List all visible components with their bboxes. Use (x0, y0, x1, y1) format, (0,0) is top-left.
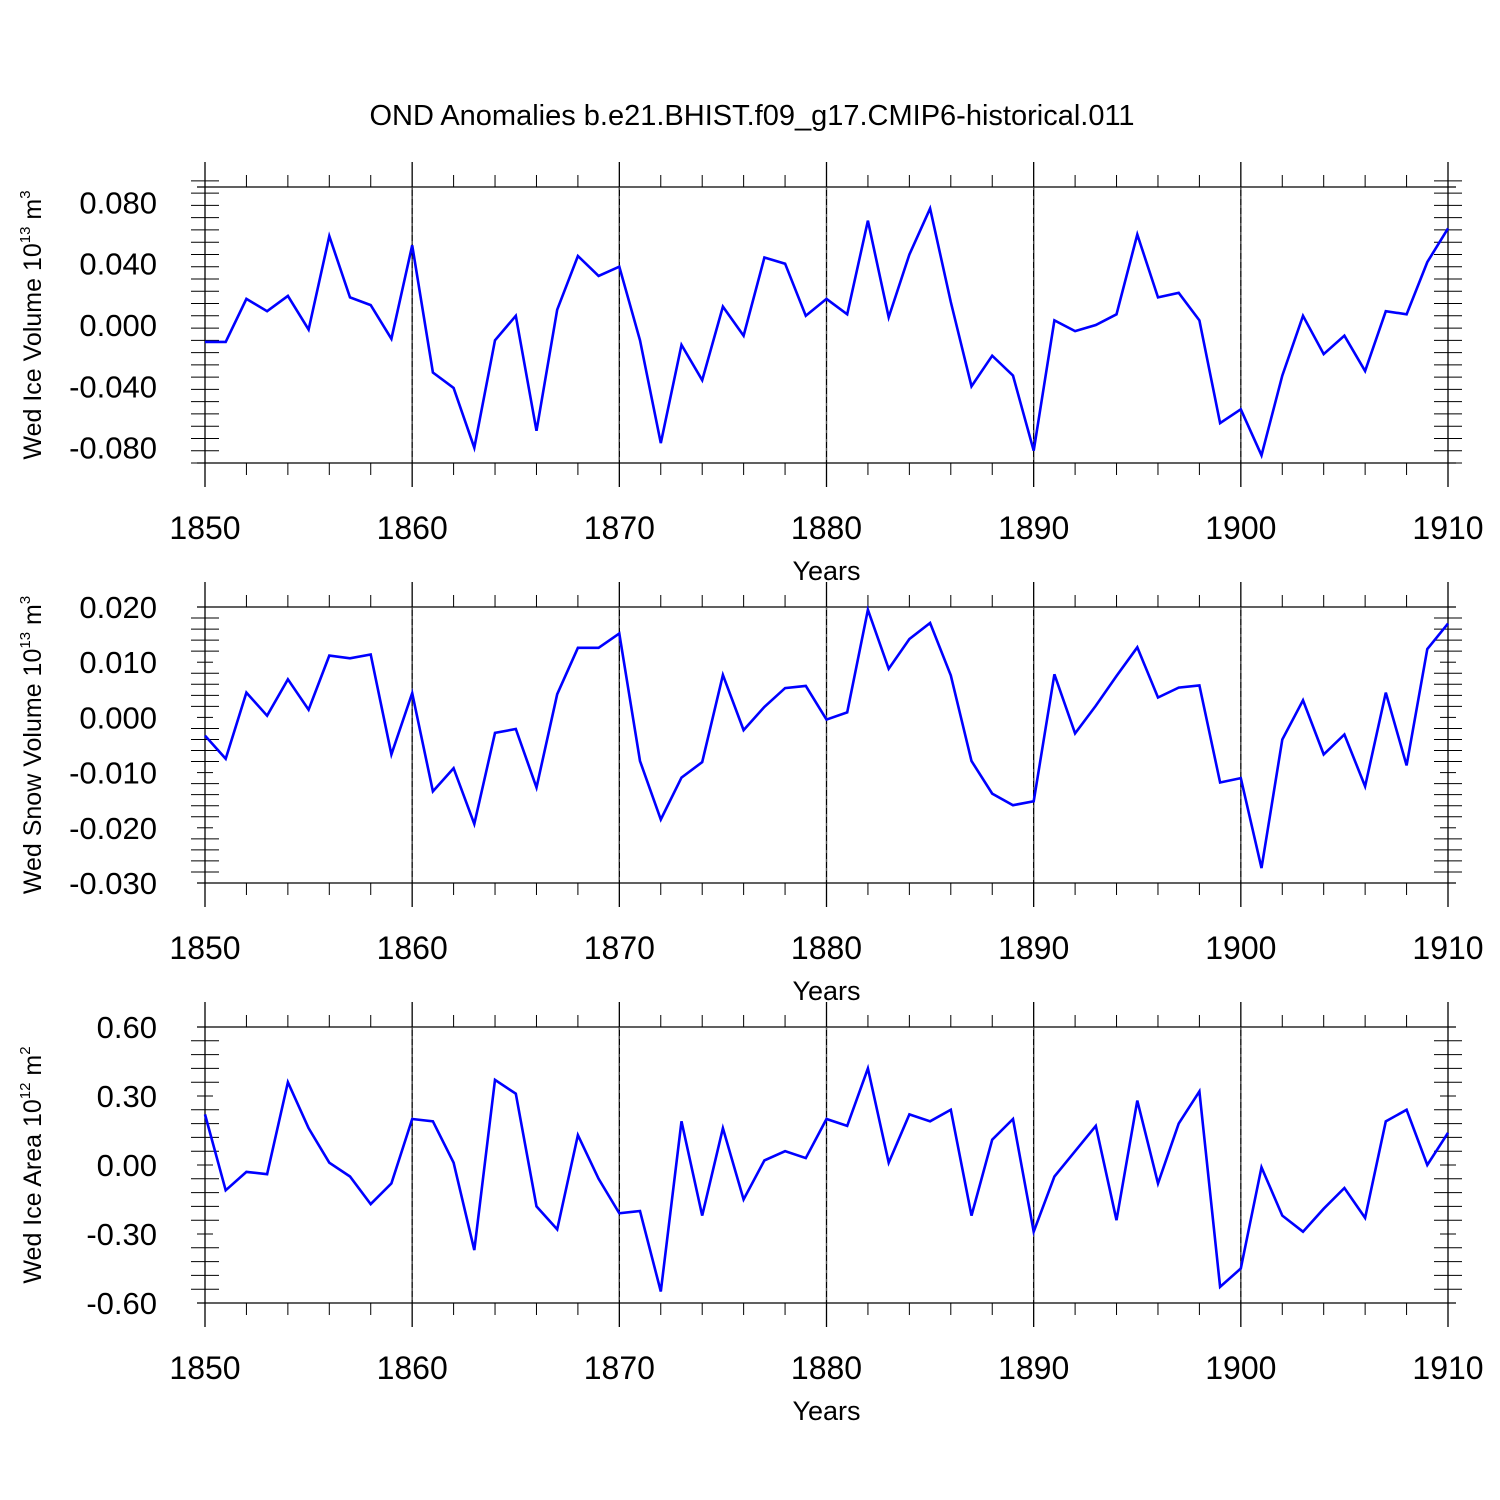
chart-title: OND Anomalies b.e21.BHIST.f09_g17.CMIP6-… (369, 100, 1134, 132)
chart-panel-3: 1850 1860 1870 1880 1890 1900 1910 Years 0.60 0.3… (17, 1002, 1484, 1426)
y-tick-label: -0.60 (86, 1286, 157, 1321)
y-tick-label: 0.60 (97, 1010, 157, 1045)
x-tick-label: 1890 (998, 1350, 1069, 1386)
y-axis-label: Wed Snow Volume 1013 m3 (17, 596, 47, 894)
y-axis-label: Wed Ice Area 1012 m2 (17, 1046, 47, 1283)
series-line (203, 1063, 1450, 1292)
x-tick-label: 1880 (791, 930, 862, 966)
y-tick-label: -0.040 (69, 369, 157, 404)
x-axis-label: Years (792, 976, 860, 1006)
chart-panel-1: 1850 1860 1870 1880 1890 1900 1910 Years 0.080 0.… (17, 162, 1484, 586)
y-tick-label: -0.30 (86, 1217, 157, 1252)
x-tick-label: 1850 (169, 930, 240, 966)
x-tick-label: 1910 (1412, 930, 1483, 966)
series-line (204, 604, 1450, 869)
x-axis-label: Years (792, 1396, 860, 1426)
x-tick-label: 1850 (169, 510, 240, 546)
y-tick-label: 0.000 (79, 700, 157, 735)
x-tick-label: 1860 (377, 510, 448, 546)
x-tick-label: 1880 (791, 1350, 862, 1386)
y-axis-label: Wed Ice Volume 1013 m3 (17, 190, 47, 459)
y-tick-label: 0.040 (79, 247, 157, 282)
x-tick-label: 1890 (998, 930, 1069, 966)
chart-panel-2: 1850 1860 1870 1880 1890 1900 1910 Years 0.020 0.… (17, 582, 1484, 1006)
x-tick-label: 1870 (584, 510, 655, 546)
y-tick-label: 0.000 (79, 308, 157, 343)
y-tick-label: -0.020 (69, 811, 157, 846)
x-tick-label: 1860 (377, 930, 448, 966)
x-tick-label: 1860 (377, 1350, 448, 1386)
x-tick-label: 1870 (584, 930, 655, 966)
x-tick-label: 1890 (998, 510, 1069, 546)
y-tick-label: -0.080 (69, 431, 157, 466)
x-tick-label: 1870 (584, 1350, 655, 1386)
y-tick-label: -0.030 (69, 866, 157, 901)
y-tick-label: 0.00 (97, 1148, 157, 1183)
x-tick-label: 1900 (1205, 510, 1276, 546)
y-tick-label: 0.010 (79, 645, 157, 680)
x-tick-label: 1850 (169, 1350, 240, 1386)
y-tick-label: 0.080 (79, 185, 157, 220)
series-line (205, 204, 1450, 460)
y-tick-label: -0.010 (69, 756, 157, 791)
x-tick-label: 1900 (1205, 930, 1276, 966)
y-tick-label: 0.30 (97, 1079, 157, 1114)
x-tick-label: 1900 (1205, 1350, 1276, 1386)
x-tick-label: 1910 (1412, 1350, 1483, 1386)
y-tick-label: 0.020 (79, 590, 157, 625)
x-tick-label: 1910 (1412, 510, 1483, 546)
x-axis-label: Years (792, 556, 860, 586)
x-tick-label: 1880 (791, 510, 862, 546)
